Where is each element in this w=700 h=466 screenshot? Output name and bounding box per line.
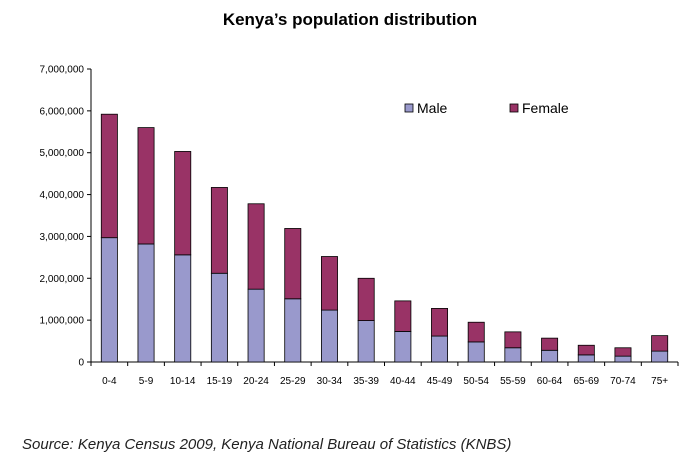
legend-swatch-female <box>509 103 519 113</box>
bar-female-20-24 <box>247 203 265 290</box>
bar-male-25-29 <box>284 298 302 363</box>
bar-male-0-4 <box>100 237 118 363</box>
bar-male-40-44 <box>394 331 412 363</box>
bar-male-15-19 <box>210 272 228 363</box>
x-tick-label: 65-69 <box>573 376 599 387</box>
x-tick-label: 0-4 <box>102 376 117 387</box>
bar-female-45-49 <box>431 308 449 337</box>
bar-male-55-59 <box>504 347 522 363</box>
x-tick-label: 5-9 <box>139 376 154 387</box>
bar-female-40-44 <box>394 300 412 332</box>
bar-female-5-9 <box>137 127 155 245</box>
bars <box>100 113 669 363</box>
bar-female-70-74 <box>614 347 632 357</box>
bar-male-10-14 <box>174 254 192 363</box>
bar-male-70-74 <box>614 355 632 363</box>
x-tick-label: 70-74 <box>610 376 636 387</box>
bar-male-5-9 <box>137 243 155 363</box>
y-tick-label: 5,000,000 <box>40 148 85 159</box>
y-tick-label: 0 <box>78 358 84 369</box>
bar-female-0-4 <box>100 113 118 239</box>
x-tick-label: 25-29 <box>280 376 306 387</box>
y-tick-label: 7,000,000 <box>40 65 85 76</box>
x-tick-label: 50-54 <box>463 376 489 387</box>
bar-female-25-29 <box>284 228 302 300</box>
bar-female-65-69 <box>577 344 595 356</box>
bar-female-60-64 <box>541 337 559 351</box>
chart-title: Kenya’s population distribution <box>222 10 478 29</box>
y-tick-label: 3,000,000 <box>40 232 85 243</box>
bar-female-35-39 <box>357 277 375 321</box>
x-tick-label: 75+ <box>651 376 668 387</box>
bar-male-45-49 <box>431 335 449 363</box>
bar-female-75+ <box>651 335 669 352</box>
bar-male-50-54 <box>467 341 485 363</box>
bar-male-75+ <box>651 350 669 363</box>
bar-male-65-69 <box>577 354 595 363</box>
legend-swatch-male <box>404 103 414 113</box>
bar-female-55-59 <box>504 331 522 349</box>
x-tick-label: 10-14 <box>170 376 196 387</box>
bar-male-30-34 <box>320 309 338 363</box>
x-tick-label: 20-24 <box>243 376 269 387</box>
bar-female-15-19 <box>210 187 228 274</box>
bar-male-20-24 <box>247 288 265 363</box>
bar-female-50-54 <box>467 321 485 343</box>
y-tick-label: 2,000,000 <box>40 274 85 285</box>
y-axis: 0 1,000,000 2,000,000 3,000,000 4,000,000 5,0… <box>40 65 92 369</box>
x-axis: 0-4 5-9 10-14 15-19 20-24 25-29 30-34 35-39 40-4… <box>90 361 679 387</box>
x-tick-label: 15-19 <box>207 376 233 387</box>
x-tick-label: 35-39 <box>353 376 379 387</box>
legend-label-male: Male <box>417 100 448 116</box>
bar-female-10-14 <box>174 151 192 256</box>
bar-male-60-64 <box>541 349 559 363</box>
y-tick-label: 1,000,000 <box>40 316 85 327</box>
legend-label-female: Female <box>522 100 569 116</box>
legend: Male Female <box>404 100 569 116</box>
x-tick-label: 40-44 <box>390 376 416 387</box>
source-note: Source: Kenya Census 2009, Kenya Nationa… <box>22 436 512 453</box>
bar-male-35-39 <box>357 320 375 363</box>
x-tick-label: 45-49 <box>427 376 453 387</box>
x-tick-label: 55-59 <box>500 376 526 387</box>
x-tick-label: 60-64 <box>537 376 563 387</box>
x-tick-label: 30-34 <box>317 376 343 387</box>
bar-female-30-34 <box>320 256 338 311</box>
y-tick-label: 6,000,000 <box>40 106 85 117</box>
y-tick-label: 4,000,000 <box>40 190 85 201</box>
